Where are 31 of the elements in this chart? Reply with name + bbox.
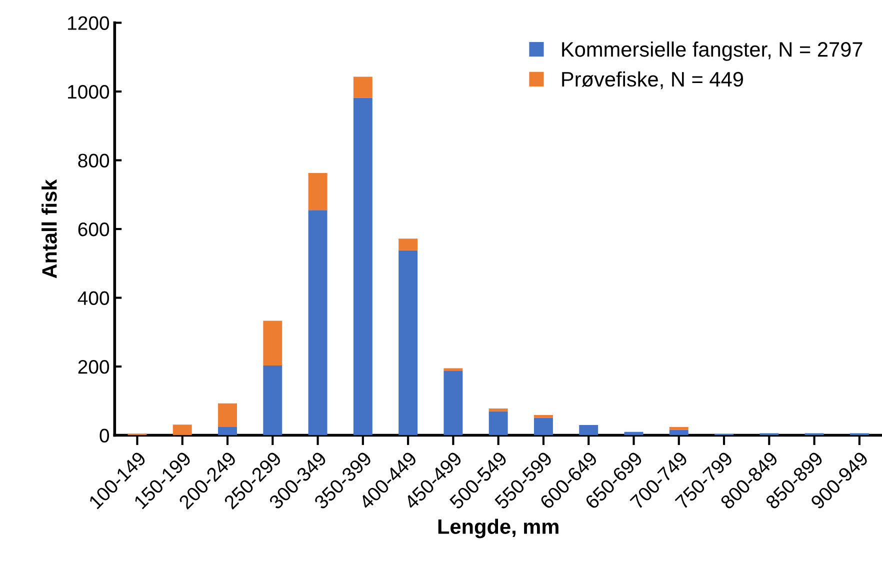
- bar: [579, 424, 598, 436]
- bar: [444, 368, 463, 371]
- bar: [263, 320, 282, 366]
- y-tick-label: 200: [78, 360, 110, 374]
- x-axis-title: Lengde, mm: [438, 518, 558, 538]
- bar: [353, 76, 372, 98]
- y-tick-label: 600: [78, 222, 110, 236]
- bar: [669, 427, 688, 430]
- legend-label: Prøvefiske, N = 449: [562, 71, 743, 90]
- y-tick-label: 0: [100, 428, 110, 443]
- bar: [669, 430, 688, 436]
- bar: [263, 366, 282, 436]
- bar: [308, 210, 328, 436]
- y-axis-title: Antall fisk: [42, 179, 57, 278]
- y-tick-label: 400: [78, 291, 110, 306]
- bar: [488, 408, 508, 412]
- bar: [218, 427, 237, 436]
- bar: [398, 250, 418, 436]
- bar: [488, 411, 508, 436]
- y-tick-label: 1200: [68, 16, 110, 30]
- bar: [534, 415, 553, 418]
- bar: [534, 418, 553, 436]
- y-tick-label: 1000: [68, 84, 110, 99]
- bar: [353, 98, 372, 436]
- bar: [444, 370, 463, 436]
- bar: [398, 238, 418, 250]
- bar: [172, 424, 192, 436]
- y-tick-label: 800: [78, 154, 110, 168]
- bar: [308, 172, 328, 210]
- bar: [218, 403, 237, 428]
- legend-label: Kommersielle fangster, N = 2797: [562, 42, 862, 61]
